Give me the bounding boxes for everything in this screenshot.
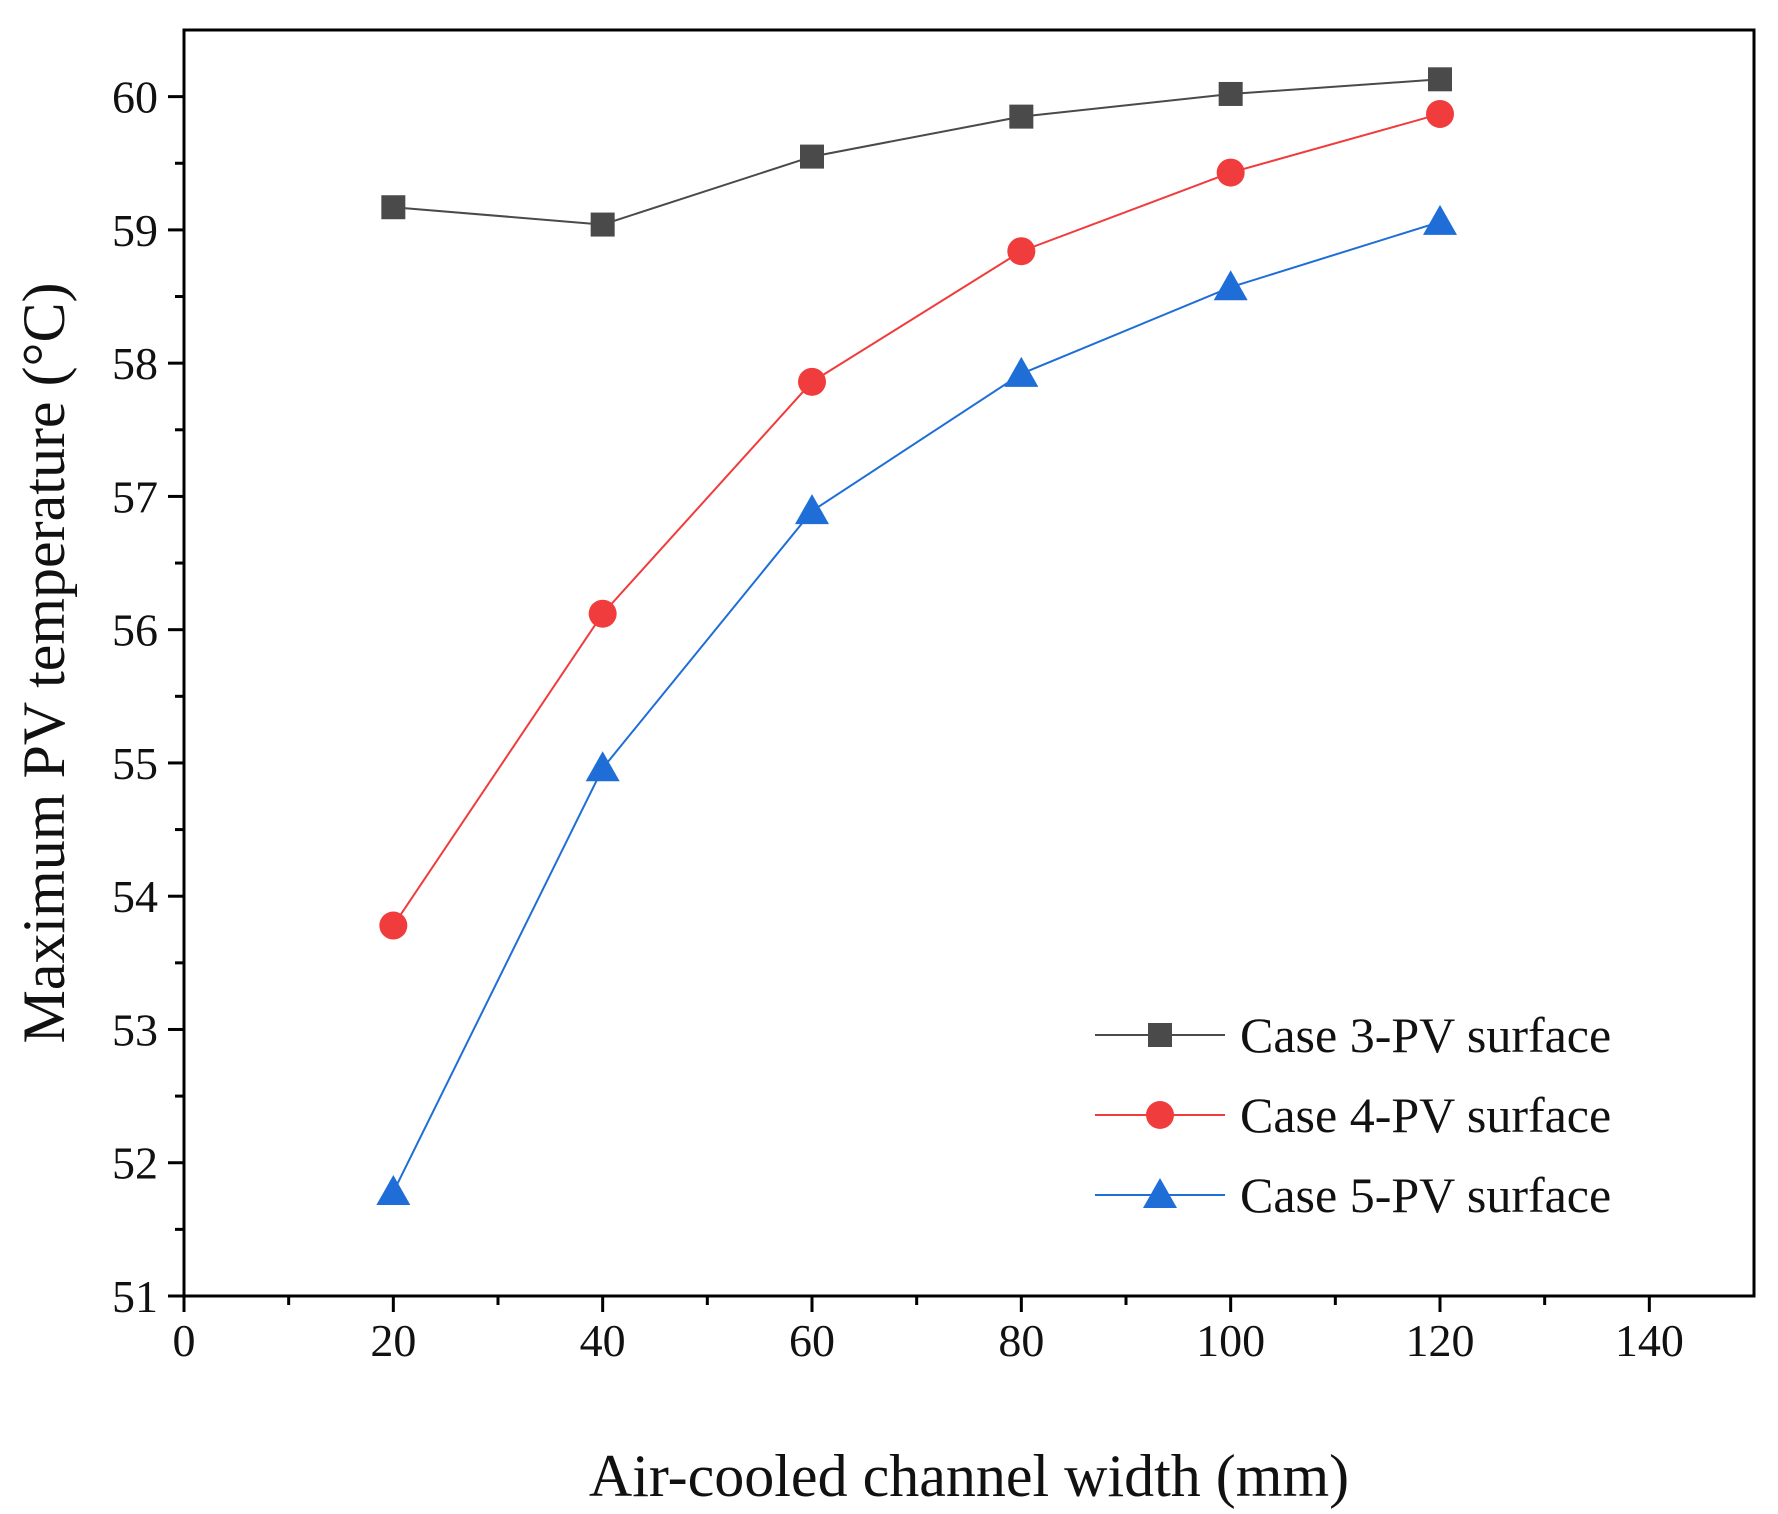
y-tick-label: 51 bbox=[112, 1271, 158, 1322]
data-point bbox=[585, 751, 620, 782]
x-tick-label: 100 bbox=[1196, 1315, 1265, 1366]
x-tick-label: 40 bbox=[580, 1315, 626, 1366]
legend-marker bbox=[1148, 1023, 1172, 1047]
data-point bbox=[800, 144, 824, 169]
legend-marker bbox=[1143, 1178, 1177, 1208]
series-layer bbox=[376, 67, 1457, 1206]
series-triangle bbox=[376, 204, 1457, 1206]
x-tick-label: 20 bbox=[370, 1315, 416, 1366]
y-tick-label: 53 bbox=[112, 1004, 158, 1055]
data-point bbox=[1213, 270, 1248, 301]
y-tick-label: 52 bbox=[112, 1138, 158, 1189]
legend-item: Case 4-PV surface bbox=[1095, 1087, 1611, 1143]
y-tick-label: 55 bbox=[112, 738, 158, 789]
legend-item: Case 3-PV surface bbox=[1095, 1007, 1611, 1063]
series-circle bbox=[379, 99, 1454, 940]
y-axis-ticks: 51 52 53 54 55 56 57 58 59 60 bbox=[112, 72, 184, 1322]
x-tick-label: 140 bbox=[1615, 1315, 1684, 1366]
y-tick-label: 60 bbox=[112, 72, 158, 123]
y-tick-label: 57 bbox=[112, 471, 158, 522]
data-point bbox=[376, 1175, 411, 1206]
legend: Case 3-PV surface Case 4-PV surface Case 5… bbox=[1095, 1007, 1611, 1223]
x-axis-title: Air-cooled channel width (mm) bbox=[589, 1443, 1349, 1509]
series-line bbox=[393, 78, 1441, 226]
x-tick-label: 80 bbox=[998, 1315, 1044, 1366]
y-tick-label: 54 bbox=[112, 871, 158, 922]
plot-frame bbox=[182, 28, 1756, 1298]
legend-item: Case 5-PV surface bbox=[1095, 1167, 1611, 1223]
data-point bbox=[798, 367, 826, 396]
x-tick-label: 120 bbox=[1406, 1315, 1475, 1366]
x-tick-label: 60 bbox=[789, 1315, 835, 1366]
series-square bbox=[381, 67, 1452, 237]
data-point bbox=[590, 212, 615, 237]
legend-marker bbox=[1146, 1101, 1174, 1129]
x-tick-label: 0 bbox=[173, 1315, 196, 1366]
y-tick-label: 58 bbox=[112, 338, 158, 389]
legend-label: Case 5-PV surface bbox=[1240, 1167, 1611, 1223]
data-point bbox=[588, 599, 617, 628]
data-point bbox=[1423, 204, 1457, 235]
y-tick-label: 59 bbox=[112, 205, 158, 256]
data-point bbox=[795, 494, 829, 525]
legend-label: Case 3-PV surface bbox=[1240, 1007, 1611, 1063]
data-point bbox=[1007, 237, 1036, 266]
data-point bbox=[1428, 67, 1452, 92]
x-axis-ticks: 0 20 40 60 80 100 120 140 bbox=[173, 1296, 1684, 1366]
data-point bbox=[1216, 158, 1245, 187]
data-point bbox=[1009, 104, 1034, 129]
data-point bbox=[379, 911, 408, 940]
legend-label: Case 4-PV surface bbox=[1240, 1087, 1611, 1143]
data-point bbox=[381, 195, 406, 220]
data-point bbox=[1004, 356, 1039, 387]
series-line bbox=[392, 112, 1441, 927]
data-point bbox=[1426, 99, 1454, 128]
y-tick-label: 56 bbox=[112, 605, 158, 656]
series-line bbox=[392, 220, 1441, 1193]
data-point bbox=[1218, 81, 1243, 106]
y-axis-title: Maximum PV temperature (°C) bbox=[11, 282, 77, 1043]
